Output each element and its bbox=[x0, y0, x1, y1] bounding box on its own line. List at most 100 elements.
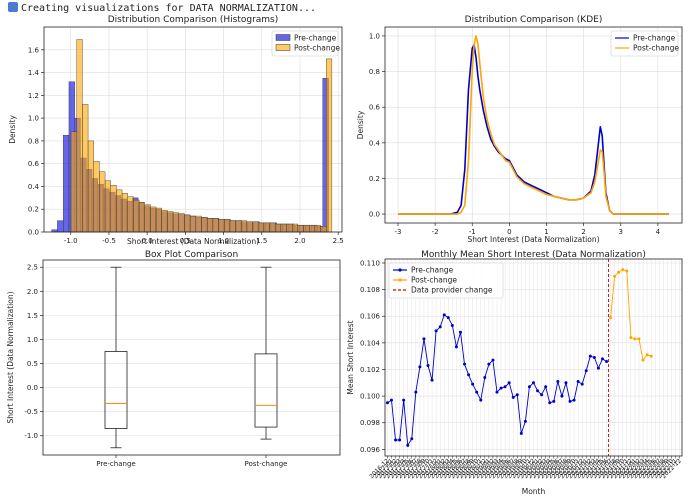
x-tick-label: -0.5 bbox=[102, 237, 116, 245]
y-tick-label: 0.0 bbox=[27, 384, 38, 392]
y-tick-label: 0.108 bbox=[360, 286, 380, 294]
monthly-point-pre bbox=[446, 316, 450, 320]
monthly-point-pre bbox=[385, 401, 389, 405]
hist-bar-post bbox=[184, 214, 191, 233]
hist-title: Distribution Comparison (Histograms) bbox=[108, 15, 279, 25]
hist-bar-post bbox=[240, 220, 248, 233]
box-plot-area bbox=[42, 259, 341, 456]
monthly-point-pre bbox=[540, 393, 544, 397]
monthly-point-pre bbox=[450, 324, 454, 328]
hist-bar-post bbox=[70, 131, 77, 233]
monthly-point-post bbox=[609, 316, 613, 320]
monthly-point-post bbox=[649, 354, 653, 358]
hist-bar-post bbox=[110, 185, 117, 233]
monthly-point-pre bbox=[495, 390, 499, 394]
monthly-point-post bbox=[637, 337, 641, 341]
hist-bar-post bbox=[133, 199, 140, 233]
monthly-point-pre bbox=[458, 330, 462, 334]
legend-label: Post-change bbox=[411, 276, 457, 285]
monthly-point-pre bbox=[467, 373, 471, 377]
box-category-label: Pre-change bbox=[96, 460, 135, 468]
hist-plot-area bbox=[43, 26, 343, 233]
hist-xlabel: Short Interest (Data Normalization) bbox=[127, 237, 259, 246]
box-ylabel: Short Interest (Data Normalization) bbox=[6, 291, 15, 423]
y-tick-label: 1.4 bbox=[28, 69, 40, 77]
y-tick-label: 1.6 bbox=[28, 46, 40, 54]
monthly-point-pre bbox=[430, 378, 434, 382]
legend-label: Post-change bbox=[294, 44, 340, 53]
y-tick-label: 1.2 bbox=[28, 92, 39, 100]
monthly-point-pre bbox=[536, 389, 540, 393]
monthly-point-post bbox=[621, 268, 625, 272]
hist-bar-post bbox=[82, 104, 89, 233]
monthly-point-pre bbox=[422, 337, 426, 341]
monthly-point-pre bbox=[426, 363, 430, 367]
monthly-point-pre bbox=[600, 357, 604, 361]
monthly-point-pre bbox=[515, 393, 519, 397]
hist-bar-post bbox=[218, 219, 225, 233]
x-tick-label: 2.5 bbox=[333, 237, 344, 245]
y-tick-label: 0.2 bbox=[28, 206, 39, 214]
y-tick-label: 0.2 bbox=[369, 175, 380, 183]
hist-bar-post bbox=[155, 207, 162, 233]
hist-bar-post bbox=[116, 189, 123, 233]
y-tick-label: 0.8 bbox=[369, 68, 380, 76]
legend-marker bbox=[398, 268, 402, 272]
hist-bar-post bbox=[280, 223, 287, 233]
hist-bar-post bbox=[167, 211, 174, 233]
kde-plot-area bbox=[384, 26, 683, 224]
y-tick-label: 0.102 bbox=[360, 366, 380, 374]
x-tick-label: 1.0 bbox=[218, 237, 229, 245]
monthly-point-pre bbox=[548, 401, 552, 405]
monthly-point-pre bbox=[491, 358, 495, 362]
monthly-point-pre bbox=[394, 438, 398, 442]
y-tick-label: 0.096 bbox=[360, 446, 381, 454]
hist-bar-post bbox=[201, 216, 208, 233]
hist-bar-post bbox=[325, 58, 333, 233]
monthly-point-post bbox=[629, 336, 633, 340]
y-tick-label: 0.0 bbox=[28, 229, 39, 237]
hist-bar-post bbox=[138, 202, 145, 233]
monthly-point-pre bbox=[560, 394, 564, 398]
hist-bar-post bbox=[87, 140, 94, 233]
hist-ylabel: Density bbox=[8, 115, 17, 144]
monthly-point-pre bbox=[588, 354, 592, 358]
monthly-point-post bbox=[617, 270, 621, 274]
monthly-point-pre bbox=[418, 365, 422, 369]
y-tick-label: 0.100 bbox=[360, 393, 380, 401]
monthly-point-pre bbox=[552, 399, 556, 403]
y-tick-label: 0.4 bbox=[28, 183, 40, 191]
monthly-point-pre bbox=[463, 362, 467, 366]
y-tick-label: 0.110 bbox=[360, 259, 380, 267]
monthly-point-pre bbox=[544, 385, 548, 389]
x-tick-label: 4 bbox=[656, 228, 661, 236]
status-line: Creating visualizations for DATA NORMALI… bbox=[8, 2, 316, 14]
monthly-plot-area bbox=[384, 258, 683, 457]
x-tick-label: 2 bbox=[581, 228, 585, 236]
hist-bar-post bbox=[269, 222, 276, 233]
monthly-point-pre bbox=[605, 359, 609, 363]
hist-bar-post bbox=[235, 220, 242, 233]
box-rect bbox=[104, 351, 128, 429]
hist-bar-pre bbox=[57, 220, 64, 233]
hist-bar-pre bbox=[62, 134, 70, 233]
x-tick-label: 1.5 bbox=[256, 237, 267, 245]
y-tick-label: 2.0 bbox=[27, 288, 38, 296]
monthly-point-pre bbox=[568, 399, 572, 403]
monthly-point-pre bbox=[410, 437, 414, 441]
y-tick-label: 0.5 bbox=[27, 360, 38, 368]
box-rect bbox=[254, 353, 278, 428]
monthly-point-pre bbox=[402, 398, 406, 402]
monthly-point-pre bbox=[592, 356, 596, 359]
legend-label: Pre-change bbox=[294, 34, 337, 43]
monthly-point-pre bbox=[406, 443, 410, 447]
monthly-point-post bbox=[633, 337, 637, 341]
monthly-point-post bbox=[645, 353, 649, 357]
hist-bar-post bbox=[320, 226, 327, 233]
hist-bar-post bbox=[308, 224, 316, 233]
kde-title: Distribution Comparison (KDE) bbox=[465, 15, 603, 25]
kde-ylabel: Density bbox=[356, 110, 365, 139]
x-tick-label: -1.0 bbox=[64, 237, 78, 245]
legend-label: Pre-change bbox=[411, 266, 454, 275]
legend-marker bbox=[398, 278, 402, 282]
